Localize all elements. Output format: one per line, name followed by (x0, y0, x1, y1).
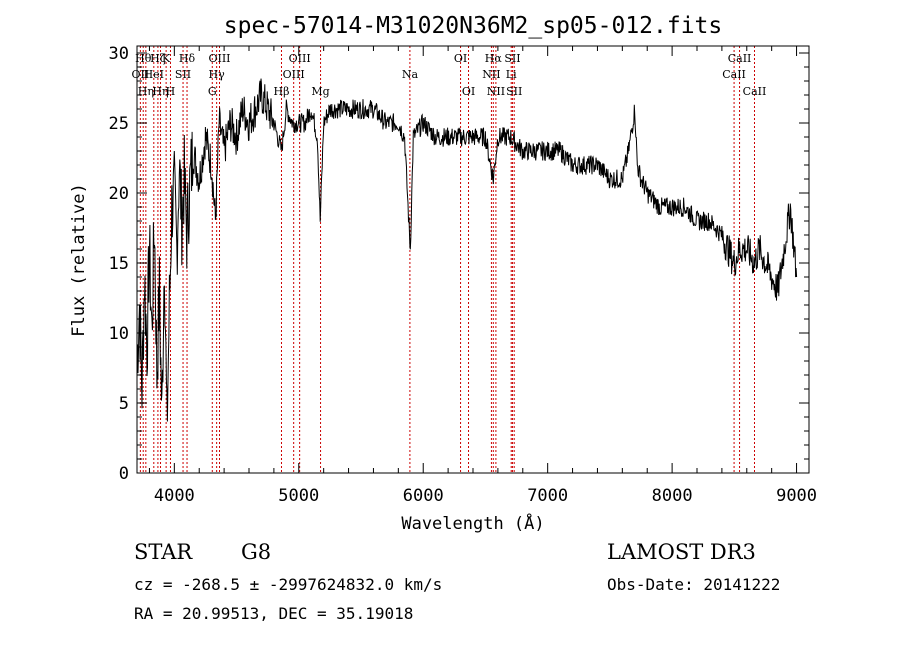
line-marker-label: Hη (152, 85, 168, 98)
line-marker-label: OI (454, 52, 467, 65)
y-axis: 0 5 10 15 20 25 30 (109, 44, 809, 484)
obs-date: Obs-Date: 20141222 (607, 575, 781, 594)
chart-title: spec-57014-M31020N36M2_sp05-012.fits (224, 13, 723, 39)
line-marker-label: H (166, 85, 176, 98)
line-marker-label: OII (132, 68, 150, 81)
line-marker-label: CaII (743, 85, 767, 98)
line-marker-label: OIII (283, 68, 305, 81)
y-tick-label: 10 (109, 324, 129, 344)
line-marker-label: Na (402, 68, 419, 81)
line-marker-label: Hζ (150, 52, 166, 65)
line-marker-label: OIII (289, 52, 311, 65)
redshift-line: cz = -268.5 ± -2997624832.0 km/s (134, 575, 443, 594)
line-marker-label: HeI (144, 68, 164, 81)
line-marker-label: G (208, 85, 217, 98)
radec-line: RA = 20.99513, DEC = 35.19018 (134, 604, 414, 623)
x-tick-label: 6000 (403, 486, 444, 506)
line-marker-label: Hα (485, 52, 503, 65)
line-marker-label: SII (504, 52, 520, 65)
x-tick-label: 8000 (652, 486, 693, 506)
y-tick-label: 5 (119, 394, 129, 414)
line-marker-label: Li (506, 68, 517, 81)
y-tick-label: 0 (119, 464, 129, 484)
line-marker-label: CaII (728, 52, 752, 65)
y-tick-label: 15 (109, 254, 129, 274)
line-marker-label: NII (487, 85, 505, 98)
line-marker-label: Hδ (179, 52, 196, 65)
subclass-label: G8 (241, 540, 272, 564)
line-marker-label: SII (175, 68, 191, 81)
line-marker-label: OIII (208, 52, 230, 65)
y-tick-label: 20 (109, 184, 129, 204)
line-marker-label: K (162, 52, 171, 65)
line-marker-label: NII (482, 68, 500, 81)
line-marker-label: CaII (722, 68, 746, 81)
x-tick-label: 5000 (278, 486, 319, 506)
line-marker-label: Hθ (135, 52, 152, 65)
x-tick-label: 4000 (154, 486, 195, 506)
class-label: STAR (134, 540, 193, 564)
x-axis-label: Wavelength (Å) (401, 512, 544, 534)
line-marker-label: Mg (311, 85, 329, 98)
line-marker-label: OI (462, 85, 475, 98)
x-tick-label: 7000 (527, 486, 568, 506)
line-marker-label: SII (506, 85, 522, 98)
y-axis-label: Flux (relative) (69, 183, 89, 337)
x-tick-label: 9000 (776, 486, 817, 506)
x-axis: 4000 5000 6000 7000 8000 9000 (148, 46, 817, 506)
y-tick-label: 30 (109, 44, 129, 64)
line-marker-label: Hβ (274, 85, 290, 98)
plot-frame (136, 45, 810, 474)
line-marker-label: Hγ (209, 68, 226, 81)
spectrum-line (136, 78, 798, 422)
y-tick-label: 25 (109, 114, 129, 134)
line-marker-labels: OIIHθHηHeIHζHηKHSIIHδGHγOIIIHβOIIIOIIIMg… (132, 52, 767, 98)
survey-label: LAMOST DR3 (607, 540, 756, 564)
